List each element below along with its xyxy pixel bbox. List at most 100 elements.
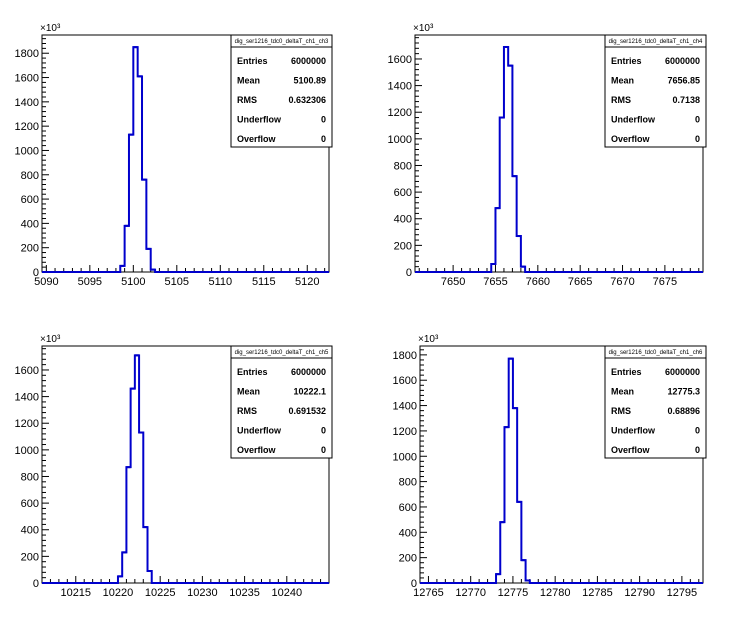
stats-label-rms: RMS — [611, 95, 631, 105]
y-tick-label: 1400 — [393, 401, 417, 413]
stats-value-rms: 0.7138 — [672, 95, 700, 105]
stats-value-overflow: 0 — [321, 445, 326, 455]
x-tick-label: 12785 — [582, 587, 613, 599]
y-multiplier-label: ×10³ — [413, 23, 434, 34]
stats-value-rms: 0.691532 — [288, 406, 326, 416]
x-tick-label: 7670 — [610, 276, 634, 288]
stats-label-entries: Entries — [611, 56, 642, 66]
x-tick-label: 5095 — [78, 276, 102, 288]
stats-value-mean: 10222.1 — [293, 387, 326, 397]
stats-value-entries: 6000000 — [291, 56, 326, 66]
y-tick-label: 600 — [394, 187, 412, 199]
stats-label-mean: Mean — [237, 387, 260, 397]
stats-label-rms: RMS — [237, 95, 257, 105]
stats-value-overflow: 0 — [695, 445, 700, 455]
y-tick-label: 200 — [399, 553, 417, 565]
y-tick-label: 1600 — [15, 365, 39, 377]
y-tick-label: 1200 — [393, 426, 417, 438]
y-tick-label: 1200 — [388, 107, 412, 119]
y-tick-label: 1200 — [15, 418, 39, 430]
y-tick-label: 400 — [394, 214, 412, 226]
stats-value-rms: 0.68896 — [667, 406, 700, 416]
histogram-series-line — [42, 46, 329, 273]
y-tick-label: 0 — [411, 578, 417, 590]
y-tick-label: 1200 — [15, 121, 39, 133]
stats-value-underflow: 0 — [695, 426, 700, 436]
histogram-series-line — [42, 354, 329, 584]
y-tick-label: 0 — [33, 578, 39, 590]
y-tick-label: 1600 — [388, 54, 412, 66]
y-tick-label: 1600 — [393, 375, 417, 387]
y-tick-label: 200 — [394, 240, 412, 252]
stats-label-underflow: Underflow — [611, 115, 656, 125]
stats-value-mean: 7656.85 — [667, 76, 700, 86]
stats-label-entries: Entries — [237, 56, 268, 66]
stats-box-frame — [604, 34, 707, 148]
stats-label-overflow: Overflow — [611, 134, 651, 144]
y-tick-label: 800 — [21, 471, 39, 483]
stats-label-underflow: Underflow — [237, 115, 282, 125]
x-tick-label: 5115 — [252, 276, 276, 288]
y-tick-label: 800 — [394, 160, 412, 172]
stats-label-rms: RMS — [611, 406, 631, 416]
y-multiplier-label: ×10³ — [40, 334, 61, 345]
histogram-series-line — [415, 45, 703, 273]
stats-value-underflow: 0 — [321, 115, 326, 125]
x-tick-label: 10240 — [271, 587, 302, 599]
stats-value-mean: 12775.3 — [667, 387, 700, 397]
stats-value-overflow: 0 — [695, 134, 700, 144]
histogram-panel-3: ×10³ 0 200 400 600 800 1000 1200 1400 1600 10215 10… — [15, 334, 333, 599]
stats-label-rms: RMS — [237, 406, 257, 416]
y-tick-label: 200 — [21, 243, 39, 255]
y-tick-label: 1400 — [388, 81, 412, 93]
x-tick-label: 7660 — [526, 276, 550, 288]
x-tick-label: 12765 — [413, 587, 444, 599]
stats-label-underflow: Underflow — [611, 426, 656, 436]
y-tick-label: 800 — [399, 477, 417, 489]
histogram-series-line — [420, 357, 703, 584]
stats-value-entries: 6000000 — [665, 367, 700, 377]
x-tick-label: 10230 — [187, 587, 218, 599]
histogram-panel-1: ×10³ 0 200 400 600 800 1000 1200 1400 1600 1800 509… — [15, 23, 333, 288]
y-tick-label: 1000 — [15, 445, 39, 457]
histogram-panel-2: ×10³ 0 200 400 600 800 1000 1200 1400 1600 7650 765… — [388, 23, 707, 288]
stats-value-entries: 6000000 — [665, 56, 700, 66]
y-tick-label: 200 — [21, 551, 39, 563]
stats-label-overflow: Overflow — [611, 445, 651, 455]
y-tick-label: 400 — [21, 218, 39, 230]
x-tick-label: 10220 — [103, 587, 134, 599]
stats-value-underflow: 0 — [695, 115, 700, 125]
stats-label-mean: Mean — [237, 76, 260, 86]
y-tick-label: 600 — [21, 498, 39, 510]
stats-label-mean: Mean — [611, 387, 634, 397]
stats-box: dig_ser1216_tdc0_deltaT_ch1_ch5 Entries 60… — [230, 345, 333, 459]
stats-label-overflow: Overflow — [237, 445, 277, 455]
stats-box: dig_ser1216_tdc0_deltaT_ch1_ch4 Entries 60… — [604, 34, 707, 148]
stats-value-overflow: 0 — [321, 134, 326, 144]
y-tick-label: 600 — [399, 502, 417, 514]
stats-label-overflow: Overflow — [237, 134, 277, 144]
x-tick-label: 12795 — [667, 587, 698, 599]
stats-box-frame — [230, 345, 333, 459]
y-tick-label: 1000 — [388, 134, 412, 146]
x-tick-label: 12775 — [498, 587, 529, 599]
x-tick-label: 7650 — [441, 276, 465, 288]
x-tick-label: 7675 — [653, 276, 677, 288]
stats-label-mean: Mean — [611, 76, 634, 86]
stats-value-entries: 6000000 — [291, 367, 326, 377]
y-tick-label: 1800 — [393, 350, 417, 362]
y-tick-label: 1400 — [15, 97, 39, 109]
y-tick-label: 400 — [21, 525, 39, 537]
y-tick-label: 1000 — [15, 145, 39, 157]
x-tick-label: 7655 — [483, 276, 507, 288]
x-tick-label: 5105 — [165, 276, 189, 288]
y-tick-label: 1400 — [15, 392, 39, 404]
x-tick-label: 10215 — [60, 587, 91, 599]
stats-value-mean: 5100.89 — [293, 76, 326, 86]
stats-box: dig_ser1216_tdc0_deltaT_ch1_ch6 Entries 60… — [604, 345, 707, 459]
y-tick-label: 0 — [33, 267, 39, 279]
y-tick-label: 800 — [21, 170, 39, 182]
x-tick-label: 5110 — [208, 276, 232, 288]
stats-label-entries: Entries — [237, 367, 268, 377]
y-tick-label: 1600 — [15, 73, 39, 85]
